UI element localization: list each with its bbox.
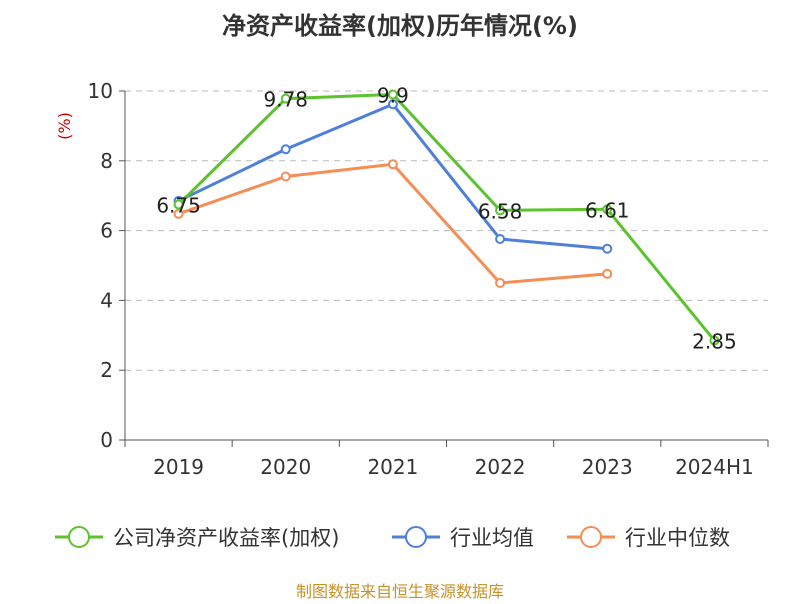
- data-label: 9.78: [263, 88, 308, 112]
- data-point: [173, 199, 184, 210]
- x-tick-label: 2020: [260, 455, 311, 479]
- legend-marker: [68, 526, 90, 548]
- y-tick-label: 4: [100, 288, 113, 312]
- legend-label: 公司净资产收益率(加权): [113, 526, 339, 550]
- legend-marker: [405, 526, 427, 548]
- data-point: [387, 159, 398, 170]
- data-label: 9.9: [377, 83, 409, 107]
- y-tick-label: 10: [88, 79, 113, 103]
- data-point: [602, 204, 613, 215]
- data-point: [387, 99, 398, 110]
- x-tick-label: 2023: [582, 455, 633, 479]
- data-point: [495, 233, 506, 244]
- data-point: [280, 93, 291, 104]
- data-point: [387, 89, 398, 100]
- data-point: [495, 205, 506, 216]
- data-point: [495, 277, 506, 288]
- x-tick-label: 2019: [153, 455, 204, 479]
- series-line-1: [177, 102, 608, 251]
- y-tick-label: 6: [100, 219, 113, 243]
- data-point: [709, 335, 720, 346]
- chart-title: 净资产收益率(加权)历年情况(%): [222, 12, 578, 40]
- data-point: [173, 208, 184, 219]
- x-tick-label: 2021: [367, 455, 418, 479]
- legend-marker: [580, 526, 602, 548]
- legend-label: 行业中位数: [625, 526, 730, 550]
- series-line-0: [177, 92, 716, 342]
- x-tick-label: 2024H1: [675, 455, 754, 479]
- data-point: [602, 243, 613, 254]
- data-point: [602, 268, 613, 279]
- data-label: 6.58: [478, 199, 523, 223]
- x-tick-label: 2022: [475, 455, 526, 479]
- y-tick-label: 2: [100, 358, 113, 382]
- data-point: [280, 171, 291, 182]
- legend-label: 行业均值: [450, 526, 534, 550]
- data-label: 6.61: [585, 198, 630, 222]
- y-tick-label: 8: [100, 149, 113, 173]
- y-axis-label: (%): [55, 112, 74, 140]
- data-point: [280, 144, 291, 155]
- data-label: 2.85: [692, 330, 737, 354]
- y-tick-label: 0: [100, 428, 113, 452]
- series-line-2: [178, 162, 608, 285]
- data-label: 6.75: [156, 193, 201, 217]
- source-note: 制图数据来自恒生聚源数据库: [295, 582, 504, 601]
